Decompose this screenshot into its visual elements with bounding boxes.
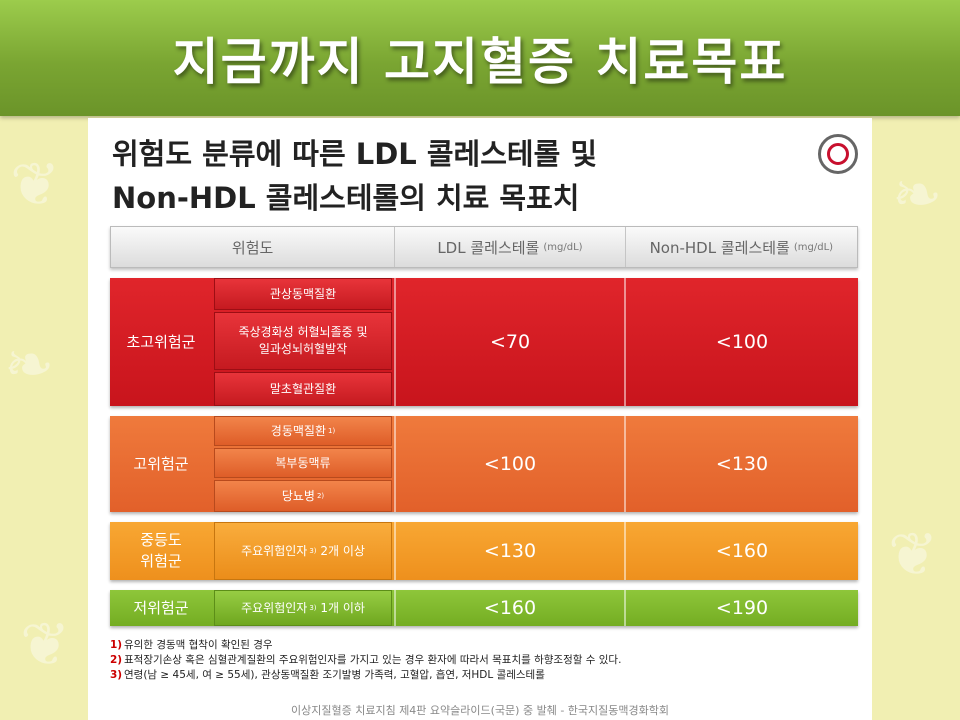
header-risk: 위험도 — [111, 227, 396, 267]
leaf-decoration: ❦ — [10, 150, 61, 220]
header-nonhdl: Non-HDL 콜레스테롤 (mg/dL) — [649, 238, 834, 257]
society-seal-icon — [818, 134, 858, 174]
embedded-slide: 위험도 분류에 따른 LDL 콜레스테롤 및 Non-HDL 콜레스테롤의 치료… — [88, 118, 872, 720]
source-credit: 이상지질혈증 치료지침 제4판 요약슬라이드(국문) 중 발췌 - 한국지질동맥… — [291, 704, 669, 717]
sub-condition: 주요위험인자 3) 1개 이하 — [214, 590, 392, 626]
sub-condition: 관상동맥질환 — [214, 278, 392, 310]
slide-title-line1: 위험도 분류에 따른 LDL 콜레스테롤 및 — [112, 137, 598, 171]
sub-condition: 주요위험인자 3) 2개 이상 — [214, 522, 392, 580]
sub-condition: 경동맥질환 1) — [214, 416, 392, 446]
footnote: 3) 연령(남 ≥ 45세, 여 ≥ 55세), 관상동맥질환 조기발병 가족력,… — [110, 669, 545, 681]
banner-title: 지금까지 고지혈증 치료목표 — [172, 33, 788, 91]
group-label: 고위험군 — [133, 454, 189, 473]
nonhdl-target: <190 — [624, 590, 858, 626]
footnotes: 1) 유의한 경동맥 협착이 확인된 경우 2) 표적장기손상 혹은 심혈관계질환의… — [110, 638, 850, 683]
group-label: 저위험군 — [133, 598, 189, 617]
nonhdl-target: <160 — [624, 522, 858, 580]
ldl-target: <70 — [394, 278, 624, 406]
footnote: 1) 유의한 경동맥 협착이 확인된 경우 — [110, 639, 273, 651]
slide-title: 위험도 분류에 따른 LDL 콜레스테롤 및 Non-HDL 콜레스테롤의 치료… — [112, 132, 792, 220]
ldl-target: <130 — [394, 522, 624, 580]
title-banner: 지금까지 고지혈증 치료목표 — [0, 0, 960, 116]
leaf-decoration: ❦ — [888, 520, 939, 590]
sub-condition: 당뇨병 2) — [214, 480, 392, 512]
risk-group-very-high: 초고위험군 관상동맥질환 죽상경화성 허혈뇌졸중 및 일과성뇌허혈발작 말초혈관… — [110, 278, 858, 406]
sub-condition: 죽상경화성 허혈뇌졸중 및 일과성뇌허혈발작 — [214, 312, 392, 370]
leaf-decoration: ❧ — [892, 160, 943, 230]
sub-condition: 말초혈관질환 — [214, 372, 392, 406]
group-label: 초고위험군 — [126, 332, 196, 351]
risk-group-high: 고위험군 경동맥질환 1) 복부동맥류 당뇨병 2) <100 <130 — [110, 416, 858, 512]
nonhdl-target: <130 — [624, 416, 858, 512]
risk-group-moderate: 중등도 위험군 주요위험인자 3) 2개 이상 <130 <160 — [110, 522, 858, 580]
leaf-decoration: ❦ — [20, 610, 71, 680]
group-label: 중등도 위험군 — [140, 531, 182, 570]
nonhdl-target: <100 — [624, 278, 858, 406]
ldl-target: <160 — [394, 590, 624, 626]
table-header: 위험도 LDL 콜레스테롤 (mg/dL) Non-HDL 콜레스테롤 (mg/dL… — [110, 226, 858, 268]
sub-condition: 복부동맥류 — [214, 448, 392, 478]
header-ldl: LDL 콜레스테롤 (mg/dL) — [395, 227, 626, 267]
ldl-target: <100 — [394, 416, 624, 512]
slide-title-line2: Non-HDL 콜레스테롤의 치료 목표치 — [112, 181, 580, 215]
risk-group-low: 저위험군 주요위험인자 3) 1개 이하 <160 <190 — [110, 590, 858, 626]
leaf-decoration: ❧ — [4, 330, 55, 400]
footnote: 2) 표적장기손상 혹은 심혈관계질환의 주요위험인자를 가지고 있는 경우 환자… — [110, 654, 622, 666]
